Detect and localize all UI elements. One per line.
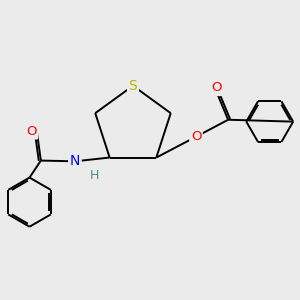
Text: O: O [26, 125, 37, 138]
Text: H: H [90, 169, 99, 182]
Text: O: O [191, 130, 201, 143]
Text: S: S [129, 79, 137, 93]
Text: O: O [212, 82, 222, 94]
Text: N: N [70, 154, 80, 168]
